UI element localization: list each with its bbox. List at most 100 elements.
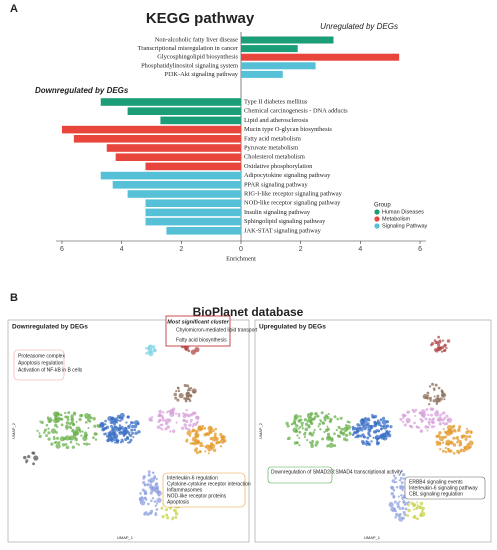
category-label: Transcriptional misregulation in cancer <box>138 45 239 52</box>
umap-point <box>65 424 69 429</box>
umap-point <box>185 409 188 412</box>
umap-point <box>413 508 416 511</box>
umap-point <box>209 427 213 431</box>
umap-point <box>348 432 352 436</box>
umap-point <box>182 414 186 419</box>
umap-point <box>186 384 190 388</box>
umap-point <box>300 421 304 425</box>
umap-point <box>298 444 301 447</box>
umap-point <box>85 416 88 419</box>
category-label: Cholesterol metabolism <box>244 154 305 161</box>
legend-title: Group <box>374 203 391 209</box>
umap-point <box>155 508 159 511</box>
umap-point <box>433 339 437 342</box>
umap-point <box>452 451 456 455</box>
umap-point <box>435 341 440 345</box>
umap-point <box>333 444 337 448</box>
umap-point <box>444 349 447 352</box>
umap-point <box>385 420 390 424</box>
umap-point <box>203 433 207 437</box>
umap-point <box>161 515 165 519</box>
umap-point <box>174 396 178 400</box>
umap-point <box>315 440 319 445</box>
umap-point <box>116 426 119 430</box>
umap-point <box>114 417 119 421</box>
umap-point <box>215 437 219 441</box>
umap-point <box>312 431 315 434</box>
umap-point <box>445 422 449 426</box>
callout-box <box>267 466 333 484</box>
umap-point <box>107 415 113 422</box>
umap-point <box>286 437 289 441</box>
umap-point <box>458 425 462 429</box>
category-label: Chemical carcinogenesis - DNA adducts <box>244 108 348 115</box>
umap-point <box>304 422 309 426</box>
umap-point <box>319 428 322 431</box>
bar <box>100 98 242 106</box>
umap-point <box>70 414 74 418</box>
umap-point <box>368 434 372 438</box>
umap-point <box>333 432 336 436</box>
umap-point <box>400 481 404 485</box>
umap-point <box>408 424 412 428</box>
umap-point <box>427 420 431 424</box>
umap-point <box>427 413 430 417</box>
umap-point <box>438 442 442 446</box>
umap-point <box>43 428 47 432</box>
umap-point <box>140 500 146 506</box>
umap-point <box>394 509 397 513</box>
umap-point <box>215 440 219 444</box>
umap-point <box>155 477 158 481</box>
umap-point <box>428 418 432 421</box>
umap-point <box>429 399 432 402</box>
bar <box>127 107 241 115</box>
umap-point <box>142 475 146 479</box>
umap-point <box>160 506 164 510</box>
umap-point <box>365 440 368 443</box>
umap-point <box>219 432 223 437</box>
umap-point <box>441 418 445 422</box>
chart-title: KEGG pathway <box>146 10 255 27</box>
umap-point <box>456 440 459 444</box>
umap-point <box>335 429 338 432</box>
umap-point <box>156 425 161 429</box>
umap-point <box>66 415 70 419</box>
umap-point <box>64 411 67 415</box>
callout-box <box>13 349 65 381</box>
umap-point <box>380 427 383 431</box>
umap-point <box>207 452 210 455</box>
umap-point <box>61 443 66 447</box>
umap-point <box>353 430 358 435</box>
category-label: Fatty acid metabolism <box>244 135 301 142</box>
umap-point <box>441 339 445 342</box>
umap-point <box>442 411 446 415</box>
umap-point <box>208 447 213 451</box>
umap-point <box>194 429 198 433</box>
umap-point <box>56 425 59 428</box>
category-label: Sphingolipid signaling pathway <box>244 218 326 225</box>
callout-item: Chylomicron-mediated lipid transport <box>176 327 258 333</box>
umap-point <box>70 420 75 424</box>
umap-point <box>47 437 51 441</box>
umap-point <box>201 444 204 447</box>
umap-point <box>353 426 357 430</box>
umap-point <box>393 481 396 484</box>
umap-point <box>402 477 406 480</box>
umap-point <box>195 415 199 420</box>
umap-point <box>406 410 410 414</box>
callout-title: Most significant cluster <box>167 319 229 325</box>
umap-point <box>173 392 178 397</box>
umap-point <box>437 335 441 339</box>
umap-point <box>87 426 90 430</box>
umap-point <box>193 411 197 415</box>
umap-point <box>443 416 447 420</box>
umap-point <box>59 436 65 442</box>
umap-point <box>60 423 64 427</box>
umap-point <box>298 426 302 429</box>
umap-point <box>133 420 140 426</box>
umap-point <box>81 430 84 433</box>
umap-point <box>106 439 110 443</box>
umap-point <box>43 431 46 434</box>
umap-point <box>365 423 369 427</box>
umap-point <box>469 445 472 449</box>
